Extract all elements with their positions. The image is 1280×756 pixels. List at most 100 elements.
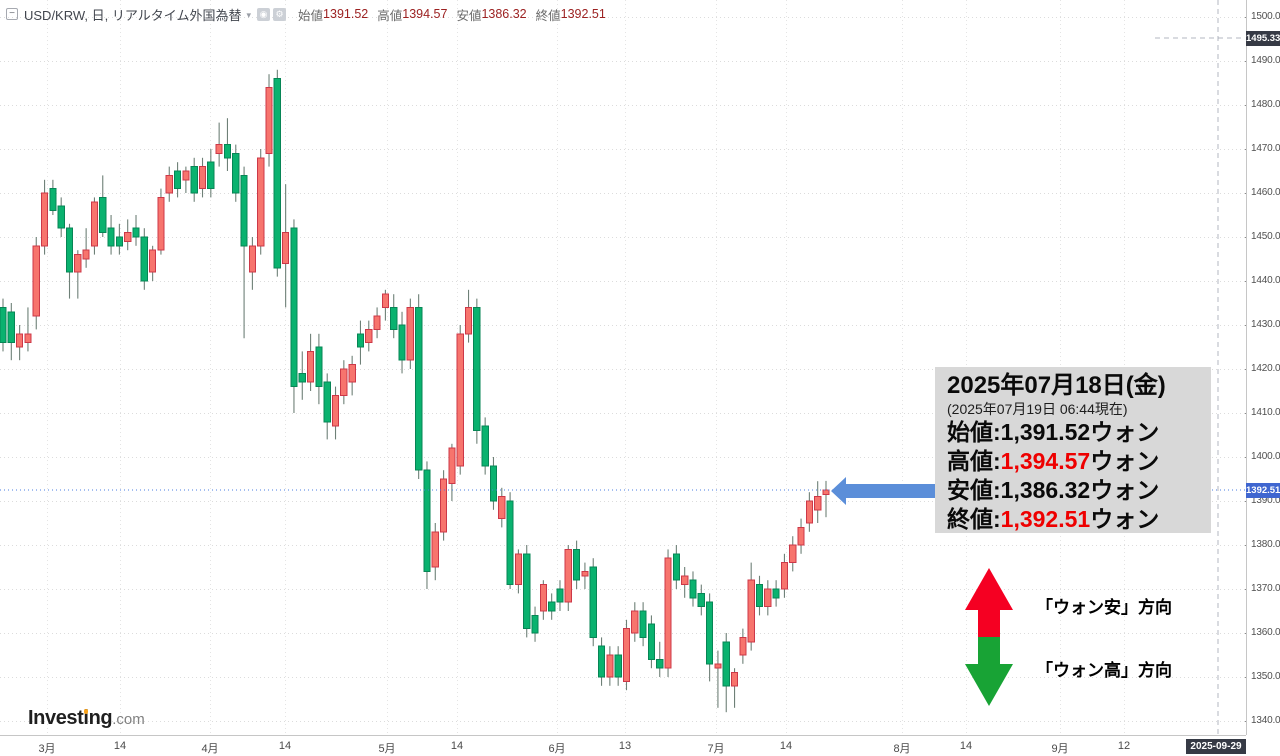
- candle: [307, 333, 315, 391]
- blue-pointer-arrow: [831, 477, 936, 505]
- candle: [731, 668, 739, 708]
- candle: [198, 157, 207, 198]
- price-axis-label: 1390.00: [1251, 495, 1280, 506]
- candle: [714, 650, 722, 708]
- candle: [639, 602, 647, 647]
- instrument-title[interactable]: USD/KRW, 日, リアルタイム外国為替: [24, 7, 242, 23]
- price-axis-label: 1450.00: [1251, 231, 1280, 242]
- candle: [24, 307, 32, 352]
- high-label: 高値: [377, 8, 403, 23]
- candle: [722, 633, 730, 713]
- candle: [7, 303, 15, 361]
- price-axis-label: 1360.00: [1251, 627, 1280, 638]
- price-axis[interactable]: 1500.00 1490.00 1480.00 1470.00 1460.00 1450.…: [1246, 0, 1280, 735]
- candle: [282, 184, 290, 308]
- candle: [340, 360, 348, 405]
- candle: [448, 443, 456, 501]
- low-label: 安値: [456, 8, 482, 23]
- candle: [689, 571, 697, 607]
- logo-orange-dot: i: [83, 707, 89, 729]
- crosshair-date-badge: 2025-09-29: [1186, 739, 1246, 754]
- current-price-badge: 1392.51: [1246, 483, 1280, 498]
- candle: [398, 311, 406, 374]
- price-axis-label: 1380.00: [1251, 539, 1280, 550]
- candle: [373, 307, 381, 339]
- open-value: 1391.52: [323, 7, 369, 21]
- candle: [165, 166, 173, 202]
- annotation-open-value: 1,391.52: [1000, 419, 1091, 445]
- candle: [232, 144, 240, 202]
- candle: [298, 351, 306, 400]
- candle: [290, 219, 298, 413]
- candle: [16, 325, 24, 361]
- candle: [664, 549, 672, 677]
- candle: [257, 149, 265, 255]
- candle: [390, 294, 398, 339]
- annotation-date-title: 2025年07月18日(金): [947, 372, 1166, 399]
- price-axis-label: 1370.00: [1251, 583, 1280, 594]
- candle: [606, 646, 614, 686]
- candle: [814, 481, 822, 523]
- price-axis-label: 1350.00: [1251, 671, 1280, 682]
- candle: [656, 641, 664, 677]
- candle: [440, 470, 448, 541]
- candle: [489, 457, 498, 510]
- gear-icon[interactable]: ⚙: [273, 7, 287, 21]
- candle: [115, 223, 124, 255]
- crosshair-price-badge: 1495.33: [1246, 31, 1280, 46]
- annotation-low-row: 安値:1,386.32ウォン: [947, 477, 1160, 503]
- candle: [223, 118, 232, 171]
- annotation-close-value: 1,392.51: [1000, 506, 1091, 532]
- candle: [215, 122, 223, 167]
- price-axis-label: 1420.00: [1251, 363, 1280, 374]
- ohlc-readout: 始値 1391.52 高値 1394.57 安値 1386.32 終値 1392…: [298, 5, 615, 24]
- candle: [739, 628, 747, 664]
- candlestick-series: [0, 69, 830, 713]
- candle: [622, 619, 631, 691]
- candle: [697, 584, 705, 616]
- candle: [406, 298, 414, 369]
- candle: [614, 646, 622, 686]
- candle: [107, 215, 115, 255]
- candle: [539, 580, 547, 620]
- candle: [548, 593, 556, 620]
- candle: [82, 228, 90, 268]
- candle: [132, 215, 140, 246]
- candle: [140, 228, 148, 290]
- candle: [631, 602, 639, 642]
- candle: [523, 545, 531, 638]
- price-axis-label: 1490.00: [1251, 55, 1280, 66]
- candle: [41, 179, 49, 255]
- candle: [74, 250, 82, 299]
- candle: [764, 580, 772, 616]
- candle: [556, 580, 564, 611]
- candle: [672, 545, 680, 589]
- candle: [124, 219, 132, 251]
- candle: [789, 536, 797, 572]
- collapse-pane-button[interactable]: −: [6, 8, 18, 20]
- date-axis-label: 3月: [38, 743, 56, 755]
- candle: [190, 157, 198, 202]
- candle: [589, 558, 597, 647]
- candle: [506, 492, 514, 589]
- price-axis-label: 1340.00: [1251, 715, 1280, 726]
- candle: [365, 320, 373, 352]
- candle: [573, 540, 581, 589]
- candle: [431, 523, 439, 581]
- candle: [464, 289, 473, 343]
- candle: [415, 294, 423, 479]
- candle: [498, 487, 506, 528]
- time-axis[interactable]: 3月 14 4月 14 5月 14 6月 13 7月 14 8月 14 9月 12: [0, 735, 1246, 755]
- chevron-down-icon[interactable]: ▾: [246, 9, 252, 20]
- price-axis-label: 1440.00: [1251, 275, 1280, 286]
- candle: [99, 175, 107, 237]
- won-weak-direction-label: 「ウォン安」方向: [1036, 598, 1172, 617]
- eye-icon[interactable]: ◉: [257, 7, 271, 21]
- candle: [647, 615, 655, 669]
- candle: [473, 298, 481, 444]
- close-label: 終値: [535, 8, 561, 23]
- date-axis-label: 13: [618, 740, 632, 752]
- annotation-high-value: 1,394.57: [1000, 448, 1091, 474]
- price-axis-label: 1480.00: [1251, 99, 1280, 110]
